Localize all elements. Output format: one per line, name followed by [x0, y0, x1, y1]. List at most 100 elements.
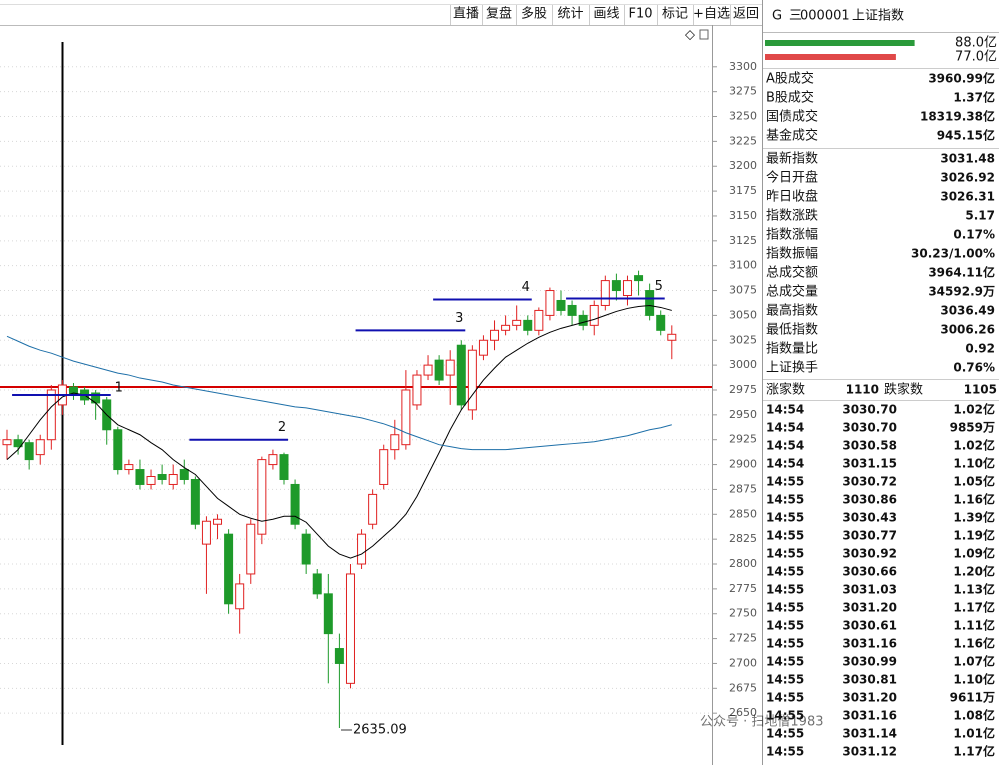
- tick-price: 3031.20: [842, 601, 897, 615]
- stat-value: 5.17: [965, 209, 995, 223]
- tick-time: 14:55: [766, 745, 804, 759]
- level-label: 5: [655, 279, 663, 294]
- y-tick-label: 2900: [729, 458, 757, 471]
- candle-body: [589, 304, 599, 326]
- y-tick-label: 2825: [729, 532, 757, 545]
- tick-time: 14:55: [766, 583, 804, 597]
- stat-label: 指数涨跌: [766, 208, 818, 224]
- stat-label: 指数振幅: [766, 247, 818, 262]
- candle-body: [345, 573, 355, 684]
- candle-body: [312, 573, 322, 595]
- stat-label: 上证换手: [766, 361, 818, 376]
- tick-time: 14:55: [766, 637, 804, 651]
- candle-body: [301, 533, 311, 565]
- toolbar-button[interactable]: 直播: [453, 7, 479, 22]
- candle-body: [224, 533, 234, 605]
- candle-body: [645, 290, 655, 316]
- stat-value: 0.92: [965, 342, 995, 356]
- stat-label: 最高指数: [766, 303, 818, 319]
- tick-volume: 9859万: [950, 421, 995, 435]
- candle-body: [179, 469, 189, 480]
- stat-value: 18319.38亿: [920, 109, 995, 124]
- tick-time: 14:55: [766, 619, 804, 633]
- toolbar-button[interactable]: 返回: [733, 7, 759, 22]
- candle-body: [456, 344, 466, 406]
- quote-menu[interactable]: 三: [789, 9, 802, 24]
- toolbar-button[interactable]: 画线: [593, 7, 619, 22]
- y-tick-label: 3025: [729, 333, 757, 346]
- stat-label: 指数涨幅: [766, 228, 818, 243]
- tick-price: 3030.66: [842, 565, 897, 579]
- moving-average: [6, 335, 672, 451]
- tick-volume: 1.07亿: [953, 654, 995, 669]
- tick-volume: 1.17亿: [953, 600, 995, 615]
- candle-body: [157, 474, 167, 480]
- level-label: 3: [455, 311, 463, 326]
- stat-value: 30.23/1.00%: [911, 247, 995, 261]
- stat-label: 昨日收盘: [766, 189, 818, 205]
- toolbar-button[interactable]: +自选: [693, 7, 730, 22]
- tick-price: 3030.43: [842, 511, 897, 525]
- tick-time: 14:55: [766, 511, 804, 525]
- stat-value: 945.15亿: [937, 128, 995, 143]
- candle-body: [412, 374, 422, 406]
- flow-bar: [765, 40, 915, 46]
- tick-volume: 1.39亿: [953, 510, 995, 525]
- y-tick-label: 3200: [729, 159, 757, 172]
- y-tick-label: 2775: [729, 582, 757, 595]
- tick-time: 14:55: [766, 475, 804, 489]
- candle-body: [523, 319, 533, 331]
- candle-body: [478, 339, 488, 356]
- stat-label: 指数量比: [766, 342, 818, 357]
- candle-body: [390, 434, 400, 451]
- toolbar-button[interactable]: 统计: [557, 7, 583, 22]
- toolbar-button[interactable]: 标记: [662, 7, 688, 22]
- stat-value: 3026.92: [940, 171, 995, 185]
- candle-body: [656, 314, 666, 331]
- stat-label: 基金成交: [766, 128, 818, 144]
- candle-body: [35, 439, 45, 456]
- tick-price: 3031.16: [842, 637, 897, 651]
- breadth-value: 1110: [846, 383, 879, 397]
- tick-price: 3030.72: [842, 475, 897, 489]
- candle-body: [13, 439, 23, 448]
- toolbar-button[interactable]: F10: [628, 7, 652, 22]
- candle-body: [190, 478, 200, 525]
- candle-body: [611, 280, 621, 292]
- candle-body: [556, 299, 566, 311]
- tick-time: 14:54: [766, 403, 804, 417]
- tick-volume: 1.02亿: [953, 402, 995, 417]
- tick-volume: 1.10亿: [953, 456, 995, 471]
- layout-icon[interactable]: [699, 29, 709, 40]
- stat-label: B股成交: [766, 90, 814, 106]
- tick-volume: 1.19亿: [953, 528, 995, 543]
- y-tick-label: 3000: [729, 358, 757, 371]
- tick-price: 3031.03: [842, 583, 897, 597]
- draw-icon[interactable]: ◇: [685, 28, 695, 43]
- toolbar-button[interactable]: 复盘: [486, 6, 512, 22]
- y-tick-label: 3100: [729, 259, 757, 272]
- tick-time: 14:55: [766, 601, 804, 615]
- watermark: 公众号 · 扫地僧1983: [700, 715, 823, 730]
- tick-volume: 9611万: [950, 691, 995, 705]
- tick-price: 3030.92: [842, 547, 897, 561]
- y-tick-label: 2650: [729, 706, 757, 719]
- y-tick-label: 3075: [729, 284, 757, 297]
- tick-volume: 1.02亿: [953, 438, 995, 453]
- stat-label: A股成交: [766, 71, 814, 87]
- candle-body: [490, 329, 500, 341]
- tick-volume: 1.05亿: [953, 474, 995, 489]
- tick-time: 14:55: [766, 727, 804, 741]
- y-tick-label: 3150: [729, 209, 757, 222]
- toolbar-button[interactable]: 多股: [521, 6, 547, 22]
- y-tick-label: 2925: [729, 433, 757, 446]
- y-tick-label: 2875: [729, 482, 757, 495]
- tick-time: 14:55: [766, 673, 804, 687]
- tick-price: 3031.15: [842, 457, 897, 471]
- candle-body: [2, 439, 12, 446]
- tick-time: 14:55: [766, 709, 804, 723]
- tick-volume: 1.16亿: [953, 636, 995, 651]
- level-label: 4: [522, 280, 530, 295]
